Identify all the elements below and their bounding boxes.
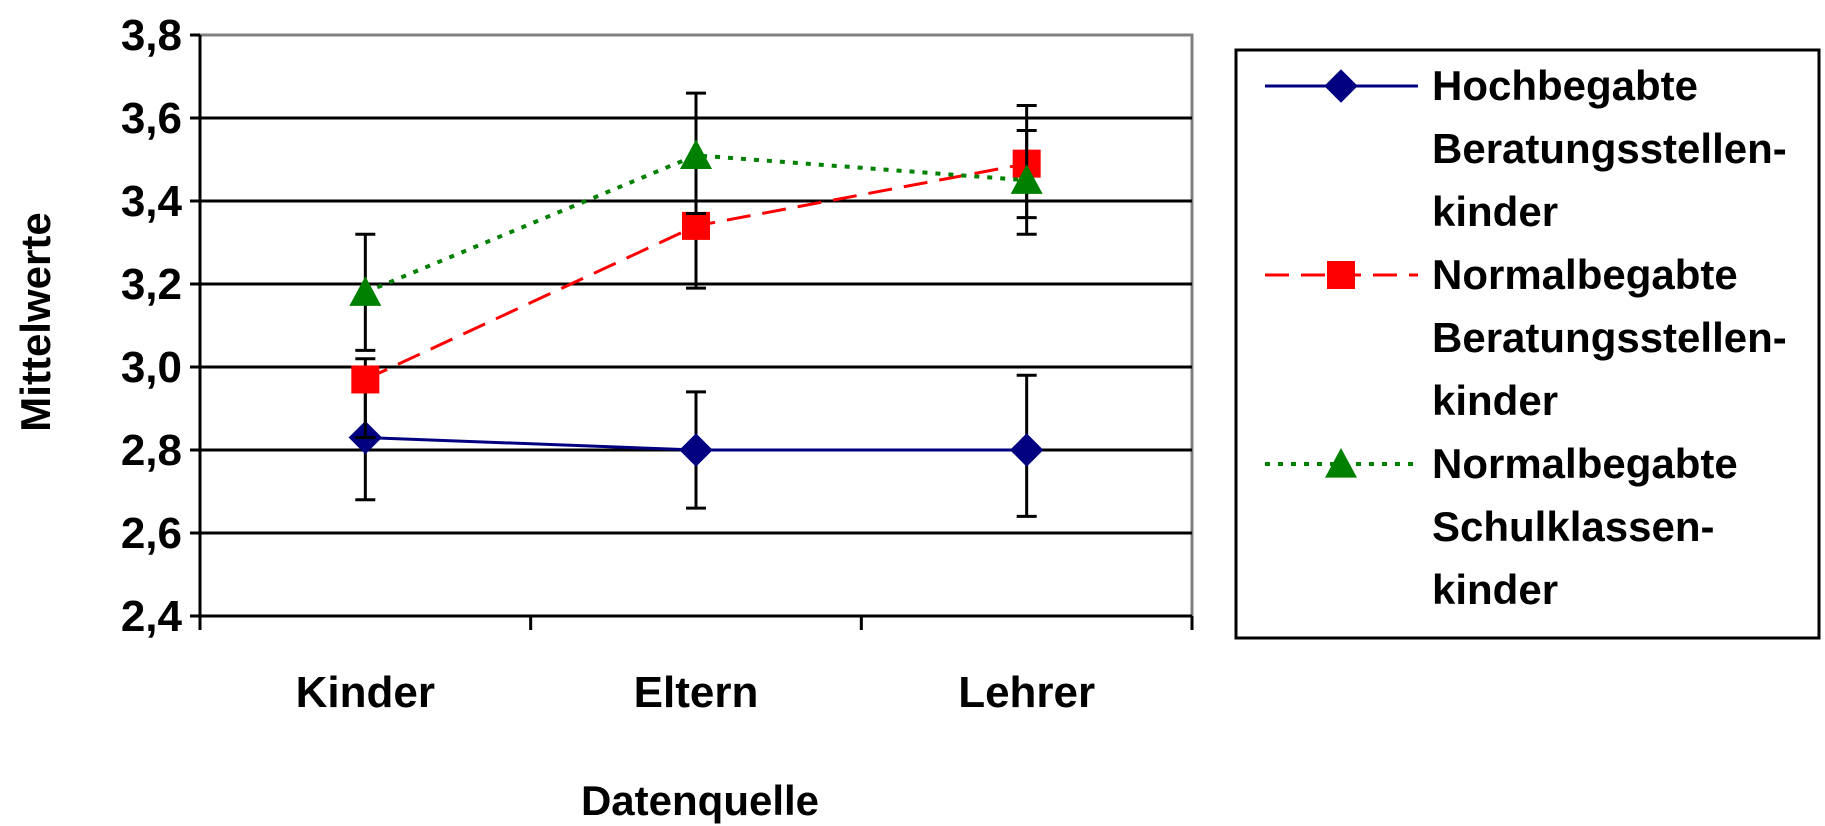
data-point: [351, 365, 380, 394]
series-layer: [348, 91, 1044, 518]
legend-label: kinder: [1432, 188, 1558, 235]
x-tick-label: Kinder: [296, 668, 435, 717]
y-axis-title: Mittelwerte: [12, 212, 59, 431]
legend-label: kinder: [1432, 566, 1558, 613]
series-line: [364, 153, 1027, 295]
legend-marker: [1325, 448, 1357, 478]
data-point: [679, 433, 713, 467]
y-tick-label: 2,8: [121, 426, 182, 475]
legend-label: Normalbegabte: [1432, 440, 1738, 487]
y-tick-label: 3,4: [121, 177, 183, 226]
legend-label: Beratungsstellen-: [1432, 125, 1787, 172]
legend-label: Schulklassen-: [1432, 503, 1714, 550]
y-tick-label: 3,8: [121, 11, 182, 60]
legend-label: Normalbegabte: [1432, 251, 1738, 298]
x-axis-title: Datenquelle: [581, 777, 819, 824]
y-tick-labels: 2,4 2,6 2,8 3,0 3,2 3,4 3,6 3,8: [121, 11, 183, 641]
series-3: [349, 91, 1043, 352]
x-tick-label: Eltern: [634, 668, 759, 717]
x-tick-label: Lehrer: [958, 668, 1095, 717]
legend-label: Hochbegabte: [1432, 62, 1698, 109]
data-point: [680, 139, 712, 169]
y-tick-label: 2,6: [121, 509, 182, 558]
legend-label: Beratungsstellen-: [1432, 314, 1787, 361]
legend-label: kinder: [1432, 377, 1558, 424]
legend: HochbegabteBeratungsstellen-kinderNormal…: [1234, 48, 1821, 640]
y-tick-label: 2,4: [121, 592, 183, 641]
legend-entry-1: Hochbegabte Beratungsstellen-kinder: [1265, 62, 1787, 235]
x-tick-labels: Kinder Eltern Lehrer: [296, 668, 1095, 717]
legend-entry-3: Normalbegabte Schulklassen-kinder: [1265, 440, 1738, 613]
legend-box: [1234, 48, 1821, 640]
legend-marker: [1324, 69, 1358, 103]
y-tick-label: 3,6: [121, 94, 182, 143]
data-point: [349, 276, 382, 306]
y-tick-label: 3,2: [121, 260, 182, 309]
data-point: [1010, 164, 1043, 194]
legend-marker: [1327, 261, 1355, 289]
data-point: [682, 211, 710, 240]
data-point: [1009, 433, 1044, 467]
axes: [198, 35, 1194, 630]
y-tick-label: 3,0: [121, 343, 182, 392]
legend-entry-2: Normalbegabte Beratungsstellen-kinder: [1265, 251, 1787, 424]
